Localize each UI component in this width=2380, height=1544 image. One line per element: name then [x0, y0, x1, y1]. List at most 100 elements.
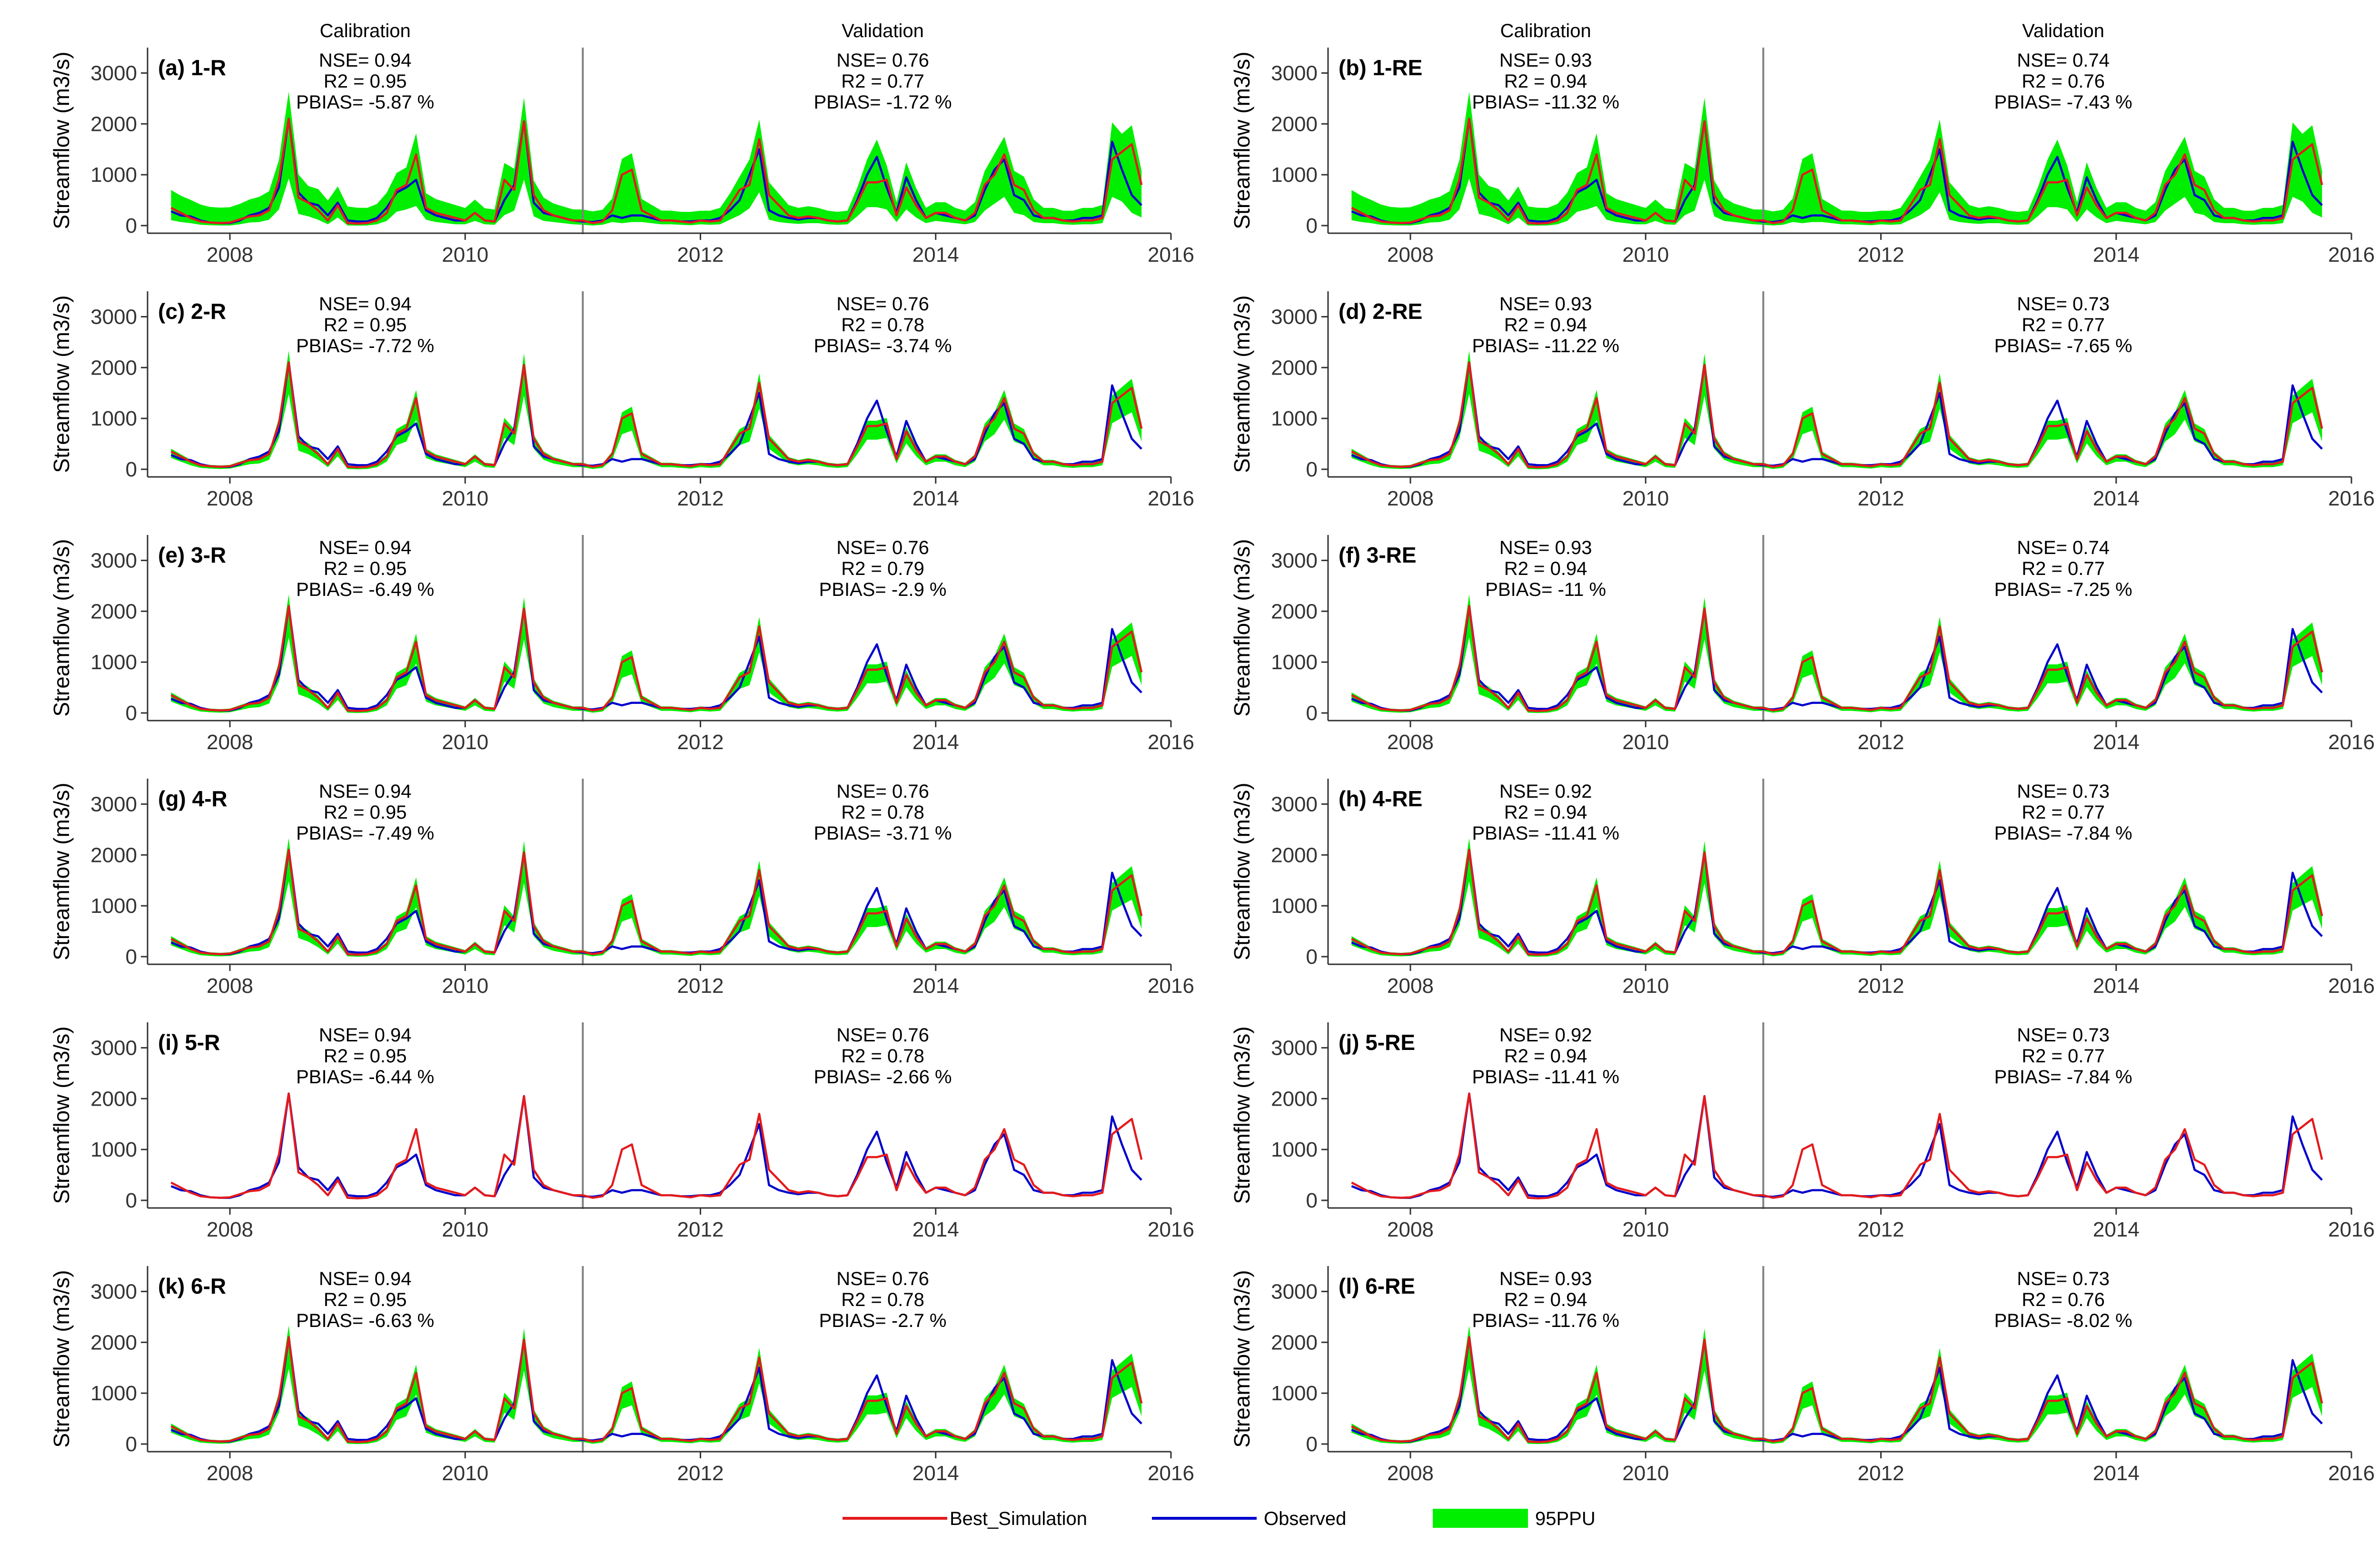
x-tick-label: 2010 [442, 974, 488, 998]
validation-r2-text: R2 = 0.79 [841, 558, 924, 579]
validation-nse-text: NSE= 0.73 [2017, 781, 2110, 802]
ppu95-band [171, 351, 1142, 469]
x-tick-label: 2012 [1858, 731, 1904, 754]
y-tick-label: 0 [126, 702, 137, 725]
calibration-pbias-text: PBIAS= -7.49 % [296, 823, 434, 844]
calibration-pbias-text: PBIAS= -5.87 % [296, 92, 434, 113]
x-tick-label: 2016 [2328, 731, 2375, 754]
validation-nse-text: NSE= 0.73 [2017, 1268, 2110, 1289]
ppu95-band [171, 594, 1142, 713]
x-tick-label: 2014 [2093, 243, 2140, 267]
calibration-pbias-text: PBIAS= -11.32 % [1472, 92, 1619, 113]
y-tick-label: 1000 [1271, 407, 1318, 430]
validation-r2-text: R2 = 0.76 [2022, 71, 2105, 92]
panel-label: (j) 5-RE [1339, 1030, 1415, 1055]
calibration-nse-text: NSE= 0.94 [319, 781, 412, 802]
best-simulation-line [170, 118, 1143, 225]
y-tick-label: 0 [126, 458, 137, 481]
x-tick-label: 2010 [1622, 243, 1669, 267]
y-tick-label: 3000 [1271, 792, 1318, 816]
observed-line [170, 1092, 1142, 1199]
calibration-pbias-text: PBIAS= -7.72 % [296, 336, 434, 356]
x-tick-label: 2012 [677, 487, 724, 510]
y-axis-label: Streamflow (m3/s) [49, 539, 74, 716]
x-tick-label: 2012 [1858, 1462, 1904, 1485]
x-tick-label: 2014 [912, 1462, 959, 1485]
calibration-nse-text: NSE= 0.92 [1499, 1025, 1592, 1046]
x-tick-label: 2010 [442, 1462, 488, 1485]
y-tick-label: 1000 [90, 894, 137, 918]
y-tick-label: 3000 [1271, 61, 1318, 85]
calibration-nse-text: NSE= 0.94 [319, 294, 412, 315]
panel-7: 0 1000 2000 3000 2008 2010 2012 2014 2016 Streamf… [1230, 779, 2375, 998]
x-tick-label: 2016 [1148, 1462, 1194, 1485]
validation-nse-text: NSE= 0.76 [836, 537, 929, 558]
x-tick-label: 2012 [677, 1462, 724, 1485]
best-simulation-line [170, 605, 1143, 712]
section-validation-label: Validation [2022, 20, 2104, 41]
validation-pbias-text: PBIAS= -7.84 % [1994, 823, 2132, 844]
validation-r2-text: R2 = 0.77 [841, 71, 924, 92]
x-tick-label: 2016 [1148, 243, 1194, 267]
calibration-nse-text: NSE= 0.94 [319, 1268, 412, 1289]
x-tick-label: 2010 [1622, 731, 1669, 754]
y-tick-label: 2000 [1271, 600, 1318, 623]
observed-line [170, 849, 1142, 955]
calibration-r2-text: R2 = 0.94 [1504, 558, 1587, 579]
y-tick-label: 1000 [90, 163, 137, 187]
y-tick-label: 1000 [90, 407, 137, 430]
validation-pbias-text: PBIAS= -7.25 % [1994, 579, 2132, 600]
validation-nse-text: NSE= 0.76 [836, 1025, 929, 1046]
y-tick-label: 0 [126, 945, 137, 969]
y-tick-label: 0 [126, 1189, 137, 1212]
panel-label: (k) 6-R [158, 1274, 226, 1298]
x-tick-label: 2014 [2093, 487, 2140, 510]
x-tick-label: 2012 [1858, 1218, 1904, 1241]
best-simulation-line [1351, 118, 2323, 225]
x-tick-label: 2014 [2093, 731, 2140, 754]
y-tick-label: 3000 [90, 1036, 137, 1059]
panel-label: (f) 3-RE [1339, 543, 1417, 567]
x-tick-label: 2016 [2328, 243, 2375, 267]
observed-line [170, 361, 1142, 468]
ppu95-band [171, 838, 1142, 957]
calibration-r2-text: R2 = 0.94 [1504, 315, 1587, 336]
y-tick-label: 1000 [90, 651, 137, 674]
calibration-nse-text: NSE= 0.94 [319, 537, 412, 558]
calibration-r2-text: R2 = 0.94 [1504, 802, 1587, 823]
observed-line [1351, 361, 2323, 468]
ppu95-band [171, 1326, 1142, 1444]
y-tick-label: 2000 [90, 600, 137, 623]
x-tick-label: 2008 [207, 1462, 253, 1485]
validation-r2-text: R2 = 0.78 [841, 802, 924, 823]
y-axis-label: Streamflow (m3/s) [49, 1270, 74, 1447]
x-tick-label: 2008 [1387, 1462, 1434, 1485]
validation-pbias-text: PBIAS= -3.71 % [813, 823, 952, 844]
calibration-nse-text: NSE= 0.93 [1499, 50, 1592, 71]
x-tick-label: 2010 [1622, 1218, 1669, 1241]
x-tick-label: 2016 [1148, 1218, 1194, 1241]
y-tick-label: 2000 [90, 1331, 137, 1354]
panel-8: 0 1000 2000 3000 2008 2010 2012 2014 2016 Streamf… [49, 1022, 1194, 1241]
observed-line [1351, 118, 2323, 224]
y-axis-label: Streamflow (m3/s) [49, 782, 74, 960]
y-axis-label: Streamflow (m3/s) [1230, 295, 1254, 473]
validation-r2-text: R2 = 0.77 [2022, 558, 2105, 579]
calibration-pbias-text: PBIAS= -11.41 % [1472, 1067, 1619, 1088]
x-tick-label: 2014 [912, 487, 959, 510]
y-tick-label: 2000 [1271, 1331, 1318, 1354]
section-validation-label: Validation [842, 20, 924, 41]
calibration-r2-text: R2 = 0.94 [1504, 1289, 1587, 1310]
x-tick-label: 2016 [2328, 487, 2375, 510]
validation-nse-text: NSE= 0.76 [836, 781, 929, 802]
calibration-r2-text: R2 = 0.95 [324, 1046, 407, 1067]
y-tick-label: 0 [1306, 214, 1318, 238]
x-tick-label: 2012 [1858, 487, 1904, 510]
validation-pbias-text: PBIAS= -7.84 % [1994, 1067, 2132, 1088]
y-tick-label: 0 [1306, 945, 1318, 969]
validation-r2-text: R2 = 0.76 [2022, 1289, 2105, 1310]
y-axis-label: Streamflow (m3/s) [49, 1026, 74, 1204]
calibration-r2-text: R2 = 0.95 [324, 558, 407, 579]
calibration-pbias-text: PBIAS= -11 % [1485, 579, 1606, 600]
x-tick-label: 2016 [2328, 1462, 2375, 1485]
